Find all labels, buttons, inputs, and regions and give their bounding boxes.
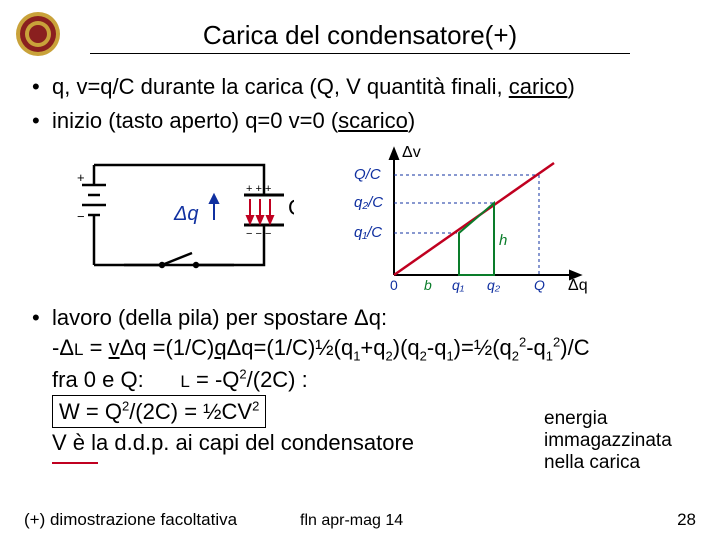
top-bullets: q, v=q/C durante la carica (Q, V quantit… [24, 72, 696, 135]
line-fra: fra 0 e Q: L = -Q2/(2C) : [52, 367, 308, 392]
svg-text:Q/C: Q/C [354, 166, 381, 183]
graph-figure: Δv Δq Q/C q₂/C q₁/C 0 b q₁ q₂ Q [344, 145, 594, 295]
svg-text:Δv: Δv [402, 145, 421, 161]
svg-text:Q: Q [534, 277, 545, 293]
svg-text:+ + +: + + + [246, 183, 271, 195]
svg-text:−: − [77, 209, 85, 224]
svg-text:− − −: − − − [246, 228, 271, 240]
line-v: V è la d.d.p. ai capi del condensatore [52, 430, 414, 455]
footer-mid: fln apr-mag 14 [300, 512, 403, 530]
svg-text:q₁: q₁ [452, 277, 465, 293]
svg-text:0: 0 [390, 277, 398, 293]
svg-text:q₂/C: q₂/C [354, 194, 383, 211]
svg-text:q₂: q₂ [487, 277, 501, 293]
red-underline-w [52, 462, 98, 464]
svg-text:Δq: Δq [568, 277, 588, 294]
page-number: 28 [677, 510, 696, 530]
side-note: energia immagazzinata nella carica [544, 408, 694, 474]
svg-text:C: C [288, 195, 294, 220]
title-rule [90, 53, 630, 54]
university-seal-icon [14, 10, 62, 58]
bullet-2: inizio (tasto aperto) q=0 v=0 (scarico) [28, 106, 696, 136]
line-delta-l: -ΔL = vΔq =(1/C)qΔq=(1/C)½(q1+q2)(q2-q1)… [52, 335, 590, 360]
line-w: W = Q2/(2C) = ½CV2 [52, 399, 266, 424]
svg-text:Δq: Δq [173, 203, 199, 225]
svg-text:+: + [77, 170, 85, 185]
circuit-figure: + − + + + − − − Δq [64, 145, 294, 285]
slide-title: Carica del condensatore(+) [24, 20, 696, 51]
bullet-1: q, v=q/C durante la carica (Q, V quantit… [28, 72, 696, 102]
svg-text:h: h [499, 232, 507, 249]
svg-text:q₁/C: q₁/C [354, 224, 382, 241]
svg-text:b: b [424, 277, 432, 293]
footer-note: (+) dimostrazione facoltativa [24, 510, 237, 530]
figure-row: + − + + + − − − Δq [64, 145, 696, 295]
